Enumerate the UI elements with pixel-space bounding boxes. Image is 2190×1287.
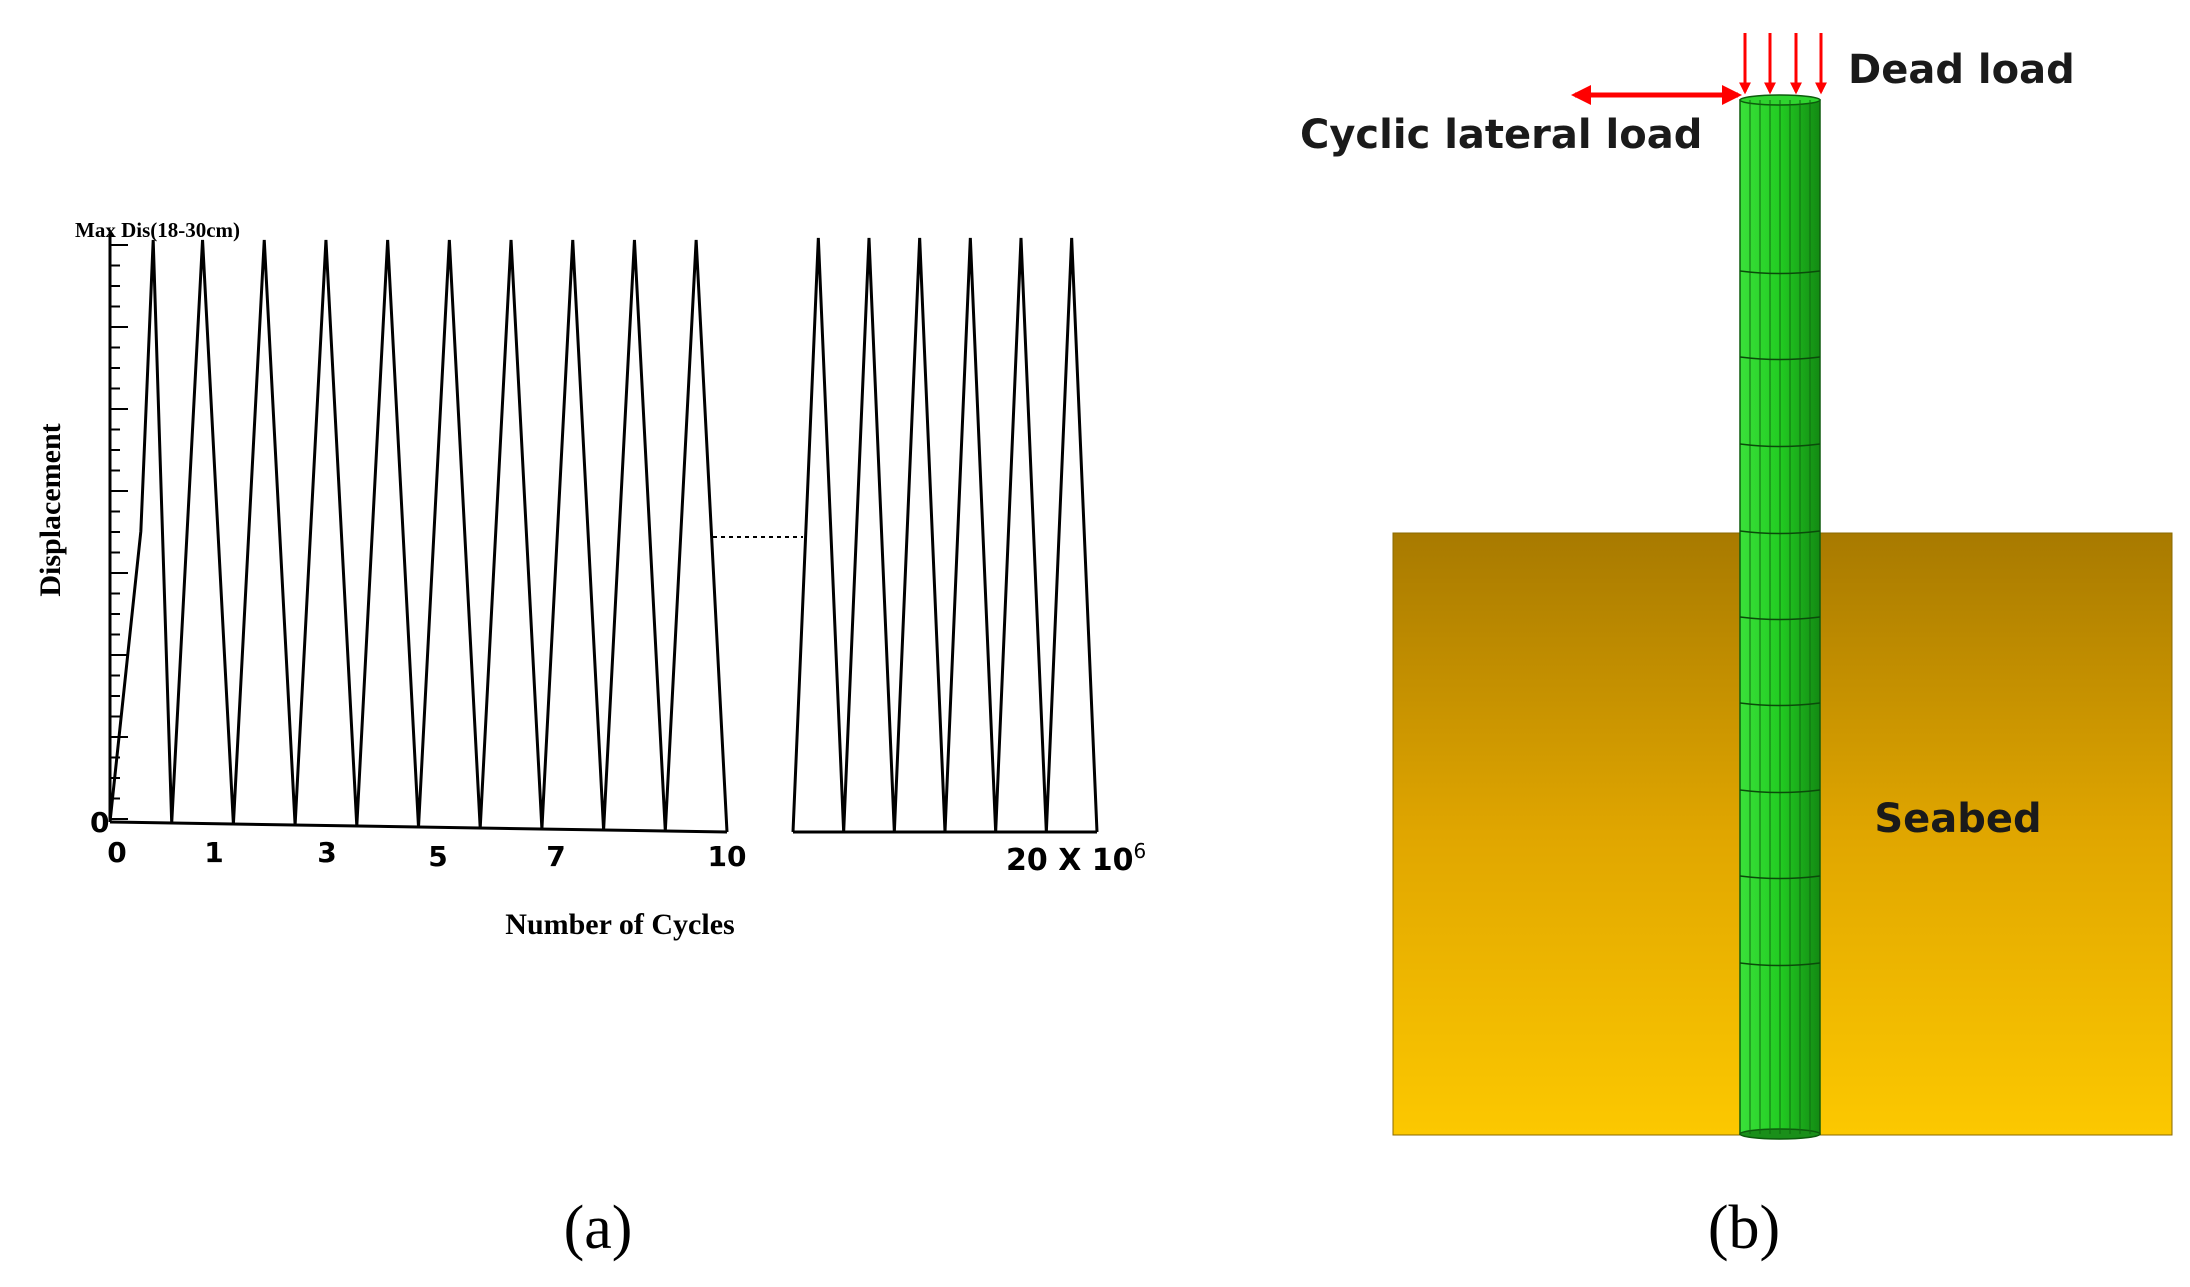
pile-mesh-ring <box>1739 356 1821 361</box>
max-displacement-label: Max Dis(18-30cm) <box>75 218 240 242</box>
panel-a-chart: Max Dis(18-30cm) 0 Displacement 0 1 3 5 … <box>34 218 1146 1262</box>
y-axis-ticks <box>110 244 128 820</box>
pile-mesh-ring <box>1739 530 1821 535</box>
x-axis-label: Number of Cycles <box>505 908 734 941</box>
seabed-label: Seabed <box>1874 796 2041 842</box>
displacement-series-segment-2 <box>791 237 1099 833</box>
x-tick-labels: 0 1 3 5 7 10 <box>107 836 746 873</box>
x-end-label-superscript: 6 <box>1134 839 1147 863</box>
x-tick-label-3: 3 <box>317 836 336 869</box>
pile-mesh-ring <box>1739 616 1821 621</box>
pile-mesh-lines <box>1739 100 1821 1134</box>
pile-mesh-ring <box>1739 443 1821 448</box>
cyclic-lateral-load-label: Cyclic lateral load <box>1300 112 1702 158</box>
x-tick-label-0: 0 <box>107 836 126 869</box>
pile-mesh-ring <box>1739 789 1821 794</box>
x-tick-label-1: 1 <box>204 836 223 869</box>
x-end-label: 20 X 106 <box>1006 839 1146 878</box>
pile-mesh-ring <box>1739 875 1821 880</box>
x-tick-label-5: 5 <box>428 840 447 873</box>
pile-mesh-ring <box>1739 962 1821 967</box>
y-axis-label: Displacement <box>34 423 67 596</box>
dead-load-label: Dead load <box>1848 47 2075 93</box>
pile <box>1739 94 1821 1140</box>
displacement-series-segment-1 <box>108 239 729 833</box>
panel-a-caption: (a) <box>564 1194 633 1262</box>
panel-b-caption: (b) <box>1708 1194 1780 1262</box>
dead-load-arrows <box>1739 33 1827 95</box>
x-tick-label-7: 7 <box>546 840 565 873</box>
panel-b-pile-model: Seabed Dead load Cyclic lateral load (b) <box>1300 33 2173 1262</box>
x-tick-label-10: 10 <box>708 840 747 873</box>
pile-mesh-ring <box>1739 702 1821 707</box>
pile-mesh-ring <box>1739 270 1821 275</box>
x-end-label-main: 20 X 10 <box>1006 843 1134 878</box>
y-zero-label: 0 <box>90 806 109 839</box>
